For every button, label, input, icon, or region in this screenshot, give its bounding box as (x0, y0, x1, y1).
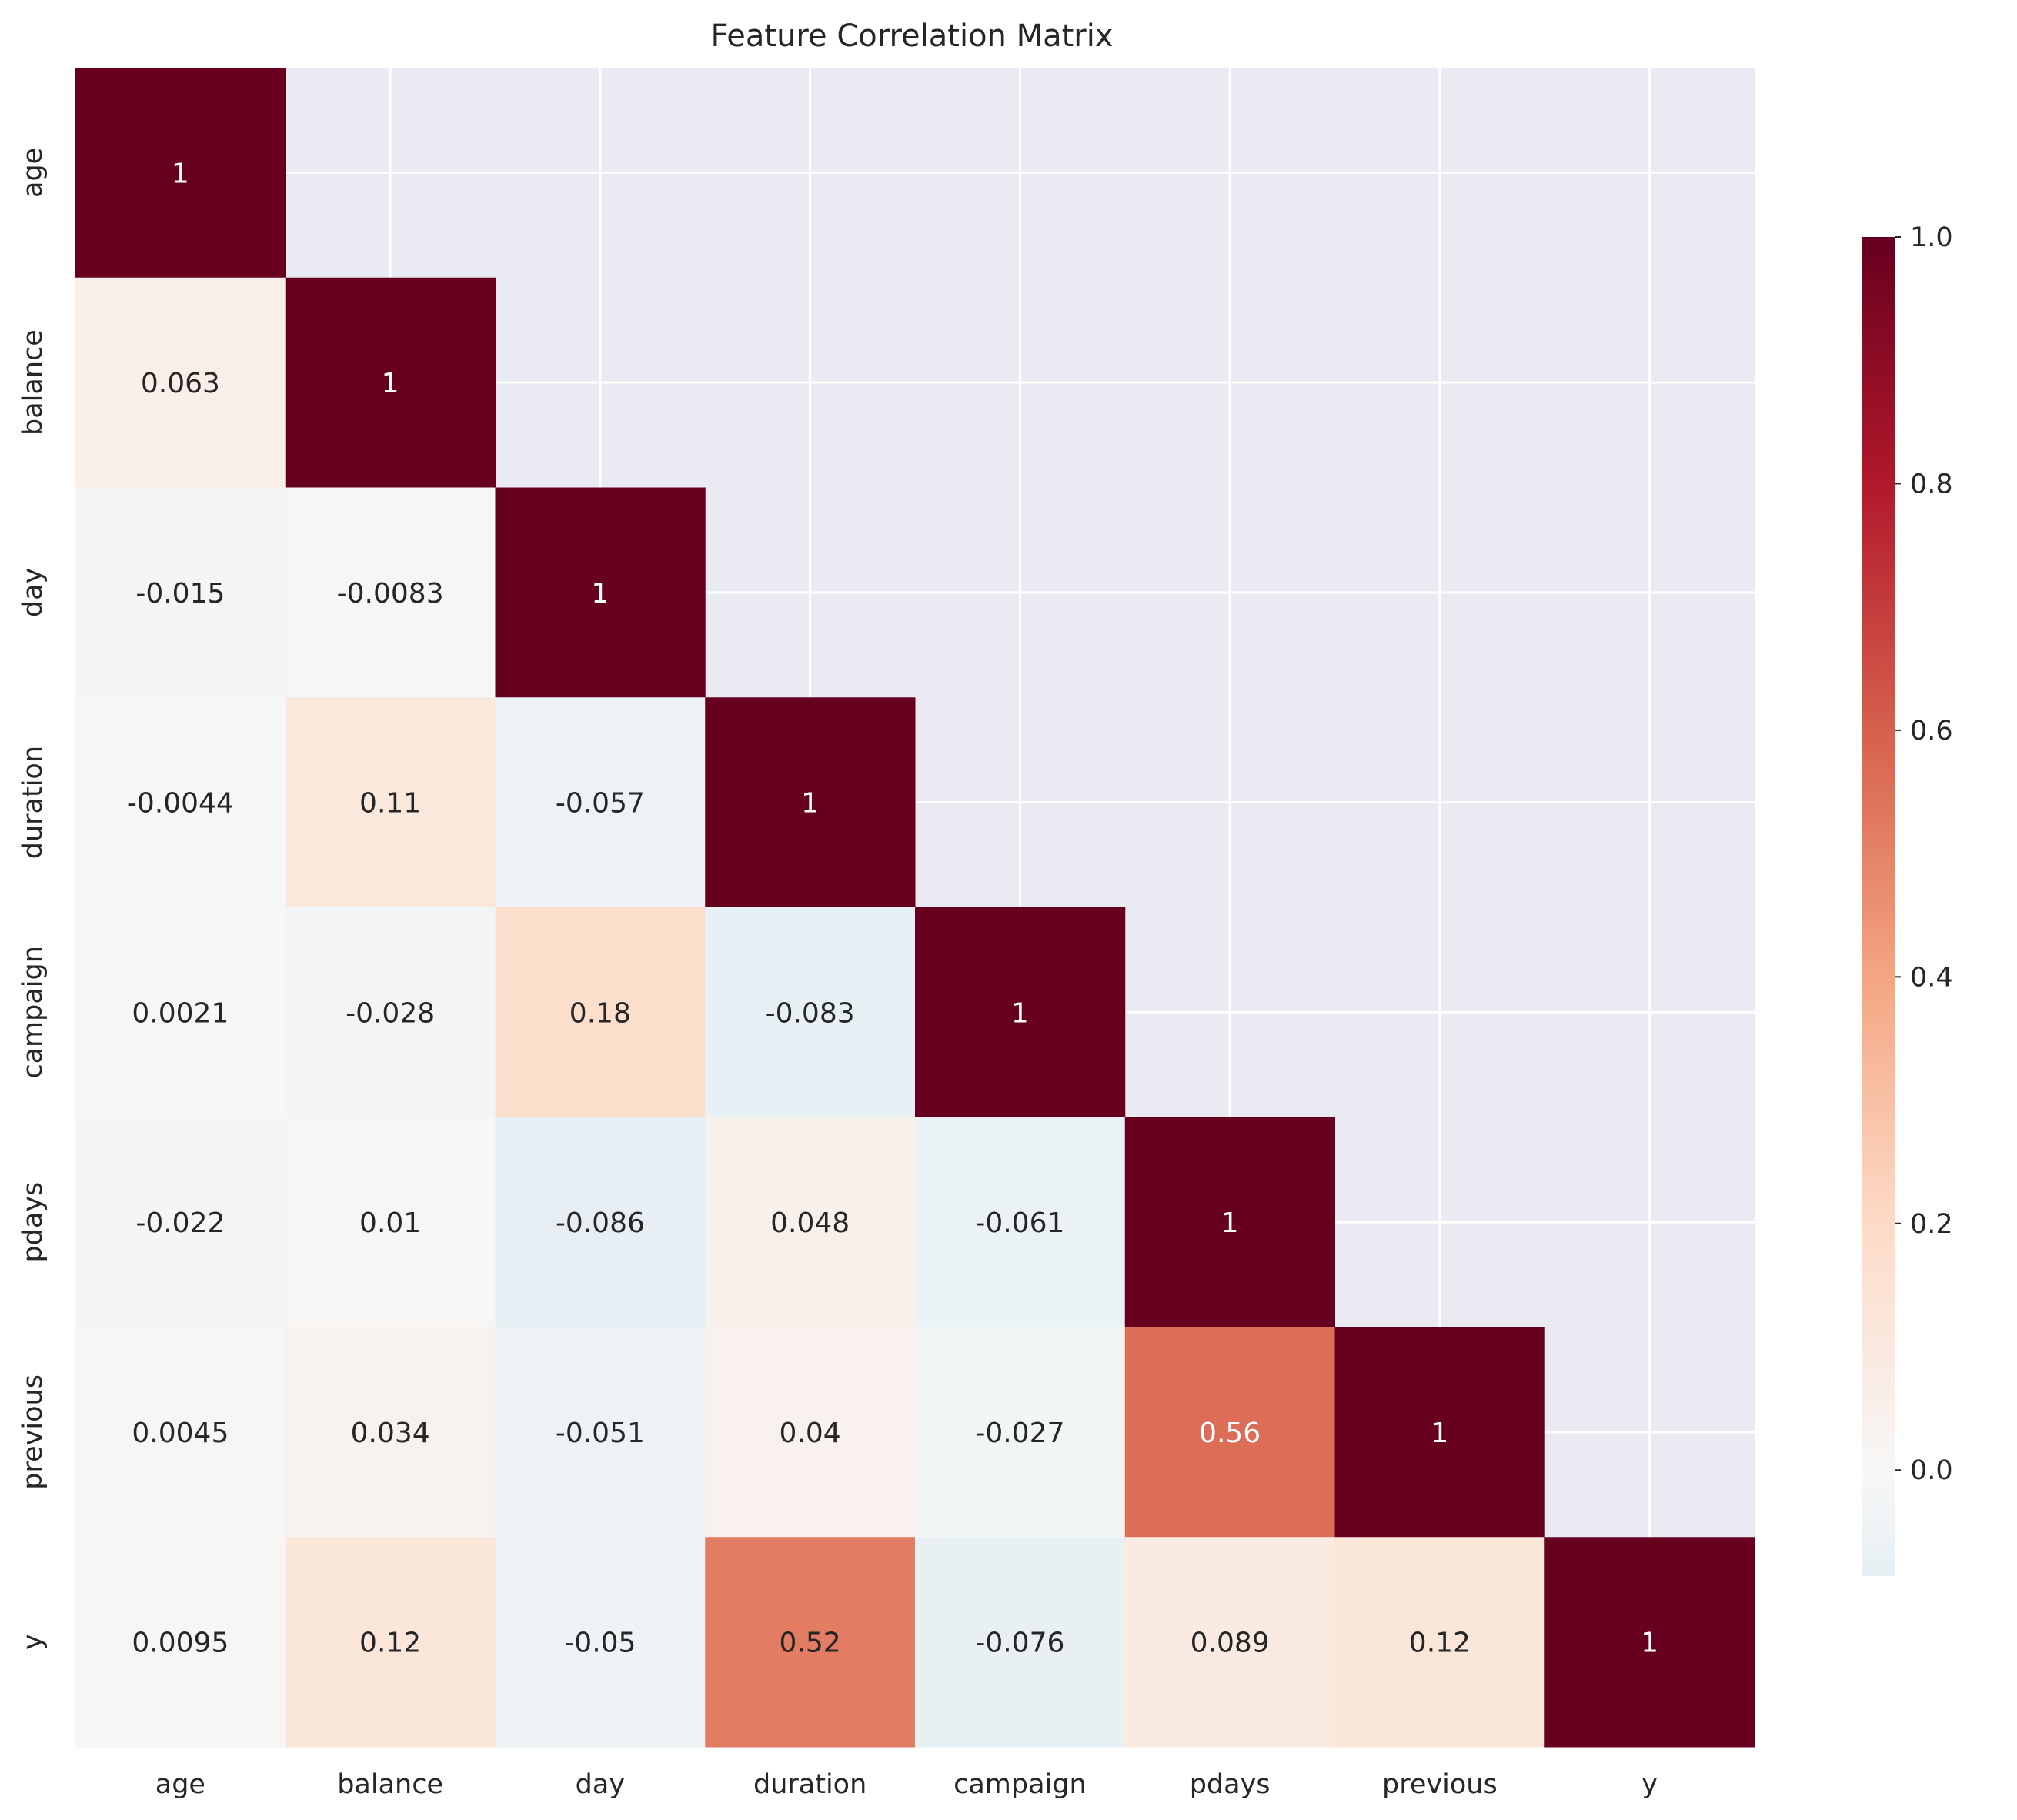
cell-value-label: -0.083 (766, 997, 855, 1029)
y-tick-label-y: y (18, 1634, 48, 1650)
y-tick-label-age: age (18, 148, 48, 198)
heatmap-cell-previous-balance (285, 1327, 496, 1538)
x-tick-label-balance: balance (337, 1769, 443, 1800)
heatmap-cell-previous-age (75, 1327, 286, 1538)
cell-value-label: -0.076 (975, 1628, 1064, 1659)
heatmap-cell-age-age (75, 68, 286, 279)
cell-value-label: -0.027 (975, 1418, 1064, 1449)
heatmap-cell-y-age (75, 1537, 286, 1748)
heatmap-cell-balance-balance (285, 277, 496, 488)
cell-value-label: -0.051 (556, 1418, 645, 1449)
heatmap-cell-y-previous (1334, 1537, 1545, 1748)
colorbar-tick-label: 0.0 (1910, 1455, 1953, 1486)
heatmap-cell-previous-previous (1334, 1327, 1545, 1538)
x-tick-label-day: day (576, 1769, 625, 1800)
x-tick-label-y: y (1641, 1769, 1658, 1800)
cell-value-label: -0.015 (135, 578, 225, 609)
heatmap-cell-pdays-campaign (915, 1117, 1126, 1327)
x-tick-label-age: age (155, 1769, 205, 1800)
y-tick-label-previous: previous (18, 1374, 48, 1490)
heatmap-cell-day-balance (285, 487, 496, 698)
heatmap-cell-pdays-balance (285, 1117, 496, 1327)
heatmap-cell-campaign-duration (705, 907, 916, 1118)
heatmap-cell-pdays-duration (705, 1117, 916, 1327)
cell-value-label: -0.0083 (337, 578, 444, 609)
heatmap-cell-previous-campaign (915, 1327, 1126, 1538)
y-tick-label-duration: duration (18, 746, 48, 859)
heatmap-cell-y-y (1544, 1537, 1755, 1748)
cell-value-label: 1 (1431, 1418, 1448, 1449)
heatmap-cell-duration-age (75, 697, 286, 908)
colorbar-tick-label: 0.4 (1910, 962, 1953, 993)
colorbar (1862, 237, 1895, 1576)
cell-value-label: -0.028 (346, 997, 435, 1029)
heatmap-cell-duration-duration (705, 697, 916, 908)
heatmap-cell-y-duration (705, 1537, 916, 1748)
heatmap-cell-y-day (495, 1537, 706, 1748)
heatmap-cell-y-pdays (1124, 1537, 1335, 1748)
heatmap-cell-campaign-day (495, 907, 706, 1118)
cell-value-label: 0.12 (359, 1628, 421, 1659)
colorbar-tick-label: 0.8 (1910, 469, 1953, 499)
cell-value-label: -0.0044 (127, 788, 234, 820)
cell-value-label: 1 (1221, 1207, 1239, 1239)
cell-value-label: 0.01 (359, 1207, 421, 1239)
heatmap-cell-day-day (495, 487, 706, 698)
heatmap-cell-campaign-campaign (915, 907, 1126, 1118)
heatmap-cell-campaign-balance (285, 907, 496, 1118)
y-tick-label-day: day (18, 568, 48, 617)
colorbar-tick-label: 0.2 (1910, 1209, 1953, 1240)
cell-value-label: 1 (172, 158, 189, 189)
heatmap-cell-pdays-age (75, 1117, 286, 1327)
cell-value-label: 1 (801, 788, 819, 820)
y-tick-label-campaign: campaign (18, 946, 48, 1079)
heatmap-cell-duration-day (495, 697, 706, 908)
heatmap-cell-previous-duration (705, 1327, 916, 1538)
cell-value-label: 0.063 (141, 368, 220, 399)
x-tick-label-campaign: campaign (953, 1769, 1087, 1800)
chart-title: Feature Correlation Matrix (710, 18, 1113, 54)
cell-value-label: 0.18 (569, 997, 631, 1029)
colorbar-tick-label: 0.6 (1910, 716, 1953, 746)
x-tick-label-pdays: pdays (1190, 1769, 1271, 1800)
cell-value-label: 0.52 (780, 1628, 841, 1659)
heatmap-cell-pdays-day (495, 1117, 706, 1327)
cell-value-label: 1 (382, 368, 399, 399)
cell-value-label: 1 (1641, 1628, 1658, 1659)
cell-value-label: -0.086 (556, 1207, 645, 1239)
heatmap-cell-y-campaign (915, 1537, 1126, 1748)
cell-value-label: 0.12 (1409, 1628, 1471, 1659)
x-tick-label-duration: duration (753, 1769, 867, 1800)
cell-value-label: 0.0021 (132, 997, 229, 1029)
cell-value-label: -0.05 (564, 1628, 636, 1659)
cell-value-label: 1 (1011, 997, 1029, 1029)
y-tick-label-pdays: pdays (18, 1182, 48, 1263)
heatmap-cell-pdays-pdays (1124, 1117, 1335, 1327)
heatmap-cell-balance-age (75, 277, 286, 488)
cell-value-label: 0.04 (780, 1418, 841, 1449)
heatmap-cell-previous-day (495, 1327, 706, 1538)
x-tick-label-previous: previous (1382, 1769, 1498, 1800)
heatmap-cell-previous-pdays (1124, 1327, 1335, 1538)
cell-value-label: 0.11 (359, 788, 421, 820)
cell-value-label: -0.022 (135, 1207, 225, 1239)
heatmap-cell-day-age (75, 487, 286, 698)
heatmap-cell-duration-balance (285, 697, 496, 908)
cell-value-label: 1 (591, 578, 609, 609)
cell-value-label: -0.061 (975, 1207, 1064, 1239)
cell-value-label: 0.089 (1190, 1628, 1270, 1659)
y-tick-label-balance: balance (18, 329, 48, 436)
heatmap-cell-campaign-age (75, 907, 286, 1118)
colorbar-tick-label: 1.0 (1910, 222, 1953, 253)
cell-value-label: -0.057 (556, 788, 645, 820)
cell-value-label: 0.034 (351, 1418, 430, 1449)
cell-value-label: 0.56 (1199, 1418, 1261, 1449)
cell-value-label: 0.0095 (132, 1628, 229, 1659)
heatmap-cell-y-balance (285, 1537, 496, 1748)
cell-value-label: 0.0045 (132, 1418, 229, 1449)
cell-value-label: 0.048 (770, 1207, 850, 1239)
